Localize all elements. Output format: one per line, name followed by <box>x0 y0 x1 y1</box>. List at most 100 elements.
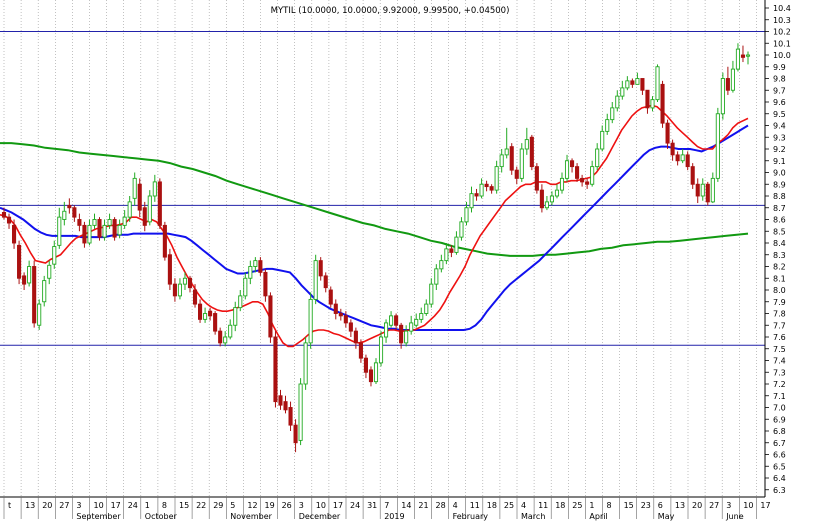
candle-up <box>524 139 529 150</box>
candle-down <box>585 181 590 185</box>
grid <box>3 0 757 497</box>
x-day-label: 3 <box>726 501 731 510</box>
x-day-label: 6 <box>658 501 663 510</box>
candle-down <box>358 342 363 359</box>
candle-up <box>564 160 570 179</box>
candle-down <box>1 211 7 218</box>
candle-up <box>650 99 655 109</box>
candle-up <box>429 283 434 305</box>
candle-up <box>238 295 243 309</box>
candle-down <box>283 401 288 411</box>
ma-mid-line <box>0 124 749 331</box>
x-day-label: 8 <box>607 501 612 510</box>
y-tick-label: 9.8 <box>773 75 786 84</box>
candle-down <box>695 183 700 197</box>
y-tick-label: 9.2 <box>773 145 786 154</box>
x-day-label: 11 <box>538 501 548 510</box>
candle-up <box>228 324 233 338</box>
candle-down <box>660 83 665 124</box>
y-tick-label: 9.9 <box>773 63 786 72</box>
x-day-label: 10 <box>743 501 753 510</box>
candle-down <box>323 275 328 289</box>
x-day-label: 24 <box>128 501 138 510</box>
candle-down <box>368 369 374 383</box>
candle-down <box>268 295 273 338</box>
candle-down <box>293 424 298 444</box>
candle-up <box>745 54 751 57</box>
candle-up <box>720 78 725 115</box>
x-day-label: 24 <box>350 501 360 510</box>
y-tick-label: 9.1 <box>773 157 786 166</box>
y-tick-label: 6.4 <box>773 474 786 483</box>
x-month-label: June <box>725 512 744 521</box>
x-day-label: 25 <box>504 501 514 510</box>
x-day-label: 21 <box>418 501 428 510</box>
y-tick-label: 8.6 <box>773 216 786 225</box>
x-day-label: 10 <box>316 501 326 510</box>
candle-up <box>152 181 157 197</box>
candle-down <box>725 78 730 91</box>
y-tick-label: 9.3 <box>773 133 786 142</box>
x-month-label: September <box>76 512 121 521</box>
x-day-label: 27 <box>709 501 719 510</box>
candle-up <box>373 362 379 383</box>
candle-down <box>348 322 353 332</box>
x-day-label: 14 <box>401 501 411 510</box>
candle-up <box>605 119 610 132</box>
candle-down <box>318 260 323 277</box>
candle-up <box>308 298 313 344</box>
candle-down <box>77 219 82 226</box>
candle-up <box>248 266 253 279</box>
x-day-label: 23 <box>641 501 651 510</box>
candle-up <box>710 177 715 203</box>
candle-up <box>464 207 469 223</box>
candle-up <box>519 148 524 179</box>
candle-up <box>132 177 137 199</box>
candle-down <box>288 407 293 426</box>
candle-up <box>313 260 318 300</box>
y-tick-label: 9.4 <box>773 122 786 131</box>
candle-up <box>233 307 238 326</box>
candle-down <box>22 275 27 285</box>
candle-up <box>203 313 208 320</box>
candle-up <box>414 318 419 326</box>
candle-down <box>343 315 348 324</box>
candle-up <box>253 260 258 267</box>
candle-down <box>32 266 37 324</box>
x-month-label: December <box>299 512 341 521</box>
candle-up <box>298 383 303 441</box>
candle-down <box>82 224 87 244</box>
candle-down <box>670 142 675 156</box>
y-tick-label: 10.3 <box>773 16 791 25</box>
candle-up <box>549 195 554 203</box>
candle-up <box>459 221 464 238</box>
candle-down <box>198 303 203 320</box>
x-day-label: 26 <box>282 501 292 510</box>
candle-up <box>610 107 615 121</box>
candle-down <box>208 310 213 317</box>
x-day-label: 4 <box>453 501 458 510</box>
candle-down <box>484 183 489 188</box>
x-day-label: 17 <box>333 501 343 510</box>
candle-down <box>137 183 142 211</box>
candle-up <box>590 166 595 185</box>
y-tick-label: 7.2 <box>773 380 786 389</box>
y-tick-label: 7.8 <box>773 310 786 319</box>
ma-slow-line <box>0 142 749 257</box>
candle-down <box>514 169 519 179</box>
candle-up <box>52 246 57 265</box>
candle-down <box>112 219 117 238</box>
candle-down <box>353 330 358 344</box>
x-month-label: November <box>230 512 272 521</box>
candle-down <box>162 224 167 258</box>
candle-up <box>434 268 439 285</box>
candle-up <box>177 283 182 297</box>
candle-down <box>740 54 746 58</box>
y-axis: 10.4 10.3 10.2 10.1 10.0 9.9 9.8 9.7 9.6 9.5 9.4 9.… <box>764 0 791 497</box>
candle-down <box>333 303 338 314</box>
y-tick-label: 6.3 <box>773 486 786 495</box>
candle-down <box>640 78 645 91</box>
y-tick-label: 8.5 <box>773 227 786 236</box>
x-day-label: 29 <box>213 501 223 510</box>
x-day-label: 19 <box>265 501 275 510</box>
